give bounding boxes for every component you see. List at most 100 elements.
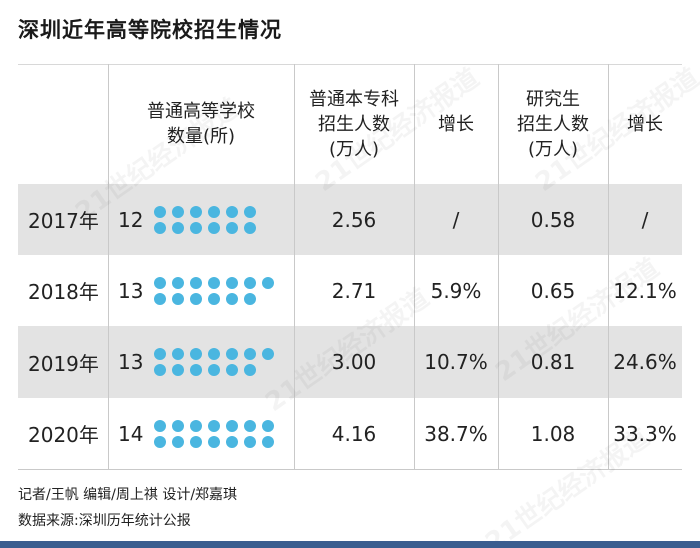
school-dot	[154, 419, 166, 432]
header-undergrad-line3: (万人)	[328, 138, 380, 160]
grad-cell: 0.81	[530, 350, 576, 374]
school-dot	[244, 419, 256, 432]
table-row: 2019年 13 3.00 10.7% 0.81 24.6%	[18, 326, 682, 398]
school-dot	[226, 221, 238, 234]
school-dot	[262, 348, 274, 360]
header-undergrad-growth-label: 增长	[438, 113, 474, 135]
school-dot	[190, 364, 202, 376]
school-dot	[172, 348, 184, 360]
table-header	[18, 64, 682, 184]
school-dot	[244, 221, 256, 234]
school-dots	[154, 205, 256, 234]
page-title: 深圳近年高等院校招生情况	[18, 18, 282, 42]
school-dot	[172, 276, 184, 289]
year-cell: 2020年	[28, 423, 99, 447]
school-dot	[208, 348, 220, 360]
school-dot	[244, 276, 256, 289]
school-dot	[154, 364, 166, 376]
school-dot	[190, 292, 202, 305]
school-dot	[172, 419, 184, 432]
school-dots	[154, 276, 274, 305]
year-cell: 2019年	[28, 351, 99, 376]
school-dot	[262, 435, 274, 448]
school-dot	[172, 435, 184, 448]
header-grad-line3: (万人)	[527, 138, 579, 160]
school-dot	[208, 419, 220, 432]
table-row: 2017年 12 2.56 / 0.58 /	[18, 184, 682, 255]
school-dot	[190, 221, 202, 234]
school-dot	[172, 221, 184, 234]
school-count: 13	[118, 278, 144, 303]
year-cell: 2017年	[28, 209, 99, 233]
undergrad-growth-cell: 10.7%	[424, 350, 488, 374]
school-dot	[172, 364, 184, 376]
data-source: 数据来源:深圳历年统计公报	[18, 513, 191, 529]
school-dot	[172, 292, 184, 305]
school-dot	[208, 205, 220, 218]
header-schools-line1: 普通高等学校	[147, 101, 255, 122]
grad-cell: 0.65	[530, 278, 576, 303]
school-count: 12	[118, 207, 144, 232]
grad-cell: 0.58	[530, 207, 576, 232]
school-dot	[190, 205, 202, 218]
school-dot	[172, 205, 184, 218]
school-dot	[208, 292, 220, 305]
undergrad-cell: 2.56	[331, 207, 377, 232]
grad-cell: 1.08	[530, 421, 576, 446]
grad-growth-cell: /	[641, 207, 649, 232]
undergrad-cell: 2.71	[331, 278, 377, 303]
header-grad-line2: 招生人数	[517, 113, 589, 135]
school-dot	[226, 419, 238, 432]
school-dot	[190, 276, 202, 289]
credits: 记者/王帆 编辑/周上祺 设计/郑嘉琪	[18, 487, 238, 503]
school-dots	[154, 348, 274, 376]
year-cell: 2018年	[28, 280, 99, 304]
school-dot	[226, 364, 238, 376]
school-dot	[226, 292, 238, 305]
column-divider	[414, 64, 415, 470]
column-divider	[108, 64, 109, 470]
data-table: 普通高等学校 数量(所) 普通本专科 招生人数 (万人) 增长 研究生 招生人数…	[18, 64, 682, 470]
school-dot	[208, 364, 220, 376]
grad-growth-cell: 24.6%	[613, 350, 677, 374]
school-count: 13	[118, 350, 144, 374]
header-undergrad-line1: 普通本专科	[309, 88, 399, 110]
undergrad-cell: 4.16	[331, 421, 377, 446]
grad-growth-cell: 12.1%	[613, 278, 677, 303]
header-grad-line1: 研究生	[526, 88, 580, 110]
header-undergrad-line2: 招生人数	[318, 113, 390, 135]
school-dot	[226, 205, 238, 218]
undergrad-growth-cell: /	[452, 207, 460, 232]
column-divider	[498, 64, 499, 470]
school-dot	[190, 435, 202, 448]
undergrad-growth-cell: 38.7%	[424, 421, 488, 446]
school-dot	[226, 435, 238, 448]
school-dot	[244, 435, 256, 448]
column-divider	[294, 64, 295, 470]
grad-growth-cell: 33.3%	[613, 421, 677, 446]
school-dot	[244, 292, 256, 305]
header-undergrad-growth: 增长	[414, 64, 498, 184]
school-dot	[190, 348, 202, 360]
school-dot	[154, 221, 166, 234]
school-dot	[208, 221, 220, 234]
header-schools: 普通高等学校 数量(所)	[108, 64, 294, 184]
school-dots	[154, 419, 274, 448]
header-grad-growth: 增长	[608, 64, 682, 184]
header-schools-line2: 数量(所)	[166, 126, 236, 147]
table-top-border	[18, 64, 682, 65]
school-count: 14	[118, 421, 144, 446]
school-dot	[154, 348, 166, 360]
table-row: 2018年 13 2.71 5.9% 0.65 12.1%	[18, 255, 682, 326]
table-row: 2020年 14 4.16 38.7% 1.08 33.3%	[18, 398, 682, 469]
undergrad-cell: 3.00	[331, 350, 377, 374]
school-dot	[244, 205, 256, 218]
school-dot	[208, 435, 220, 448]
school-dot	[226, 348, 238, 360]
undergrad-growth-cell: 5.9%	[430, 278, 482, 303]
table-bottom-border	[18, 469, 682, 470]
school-dot	[208, 276, 220, 289]
school-dot	[244, 364, 256, 376]
school-dot	[154, 292, 166, 305]
school-dot	[154, 205, 166, 218]
